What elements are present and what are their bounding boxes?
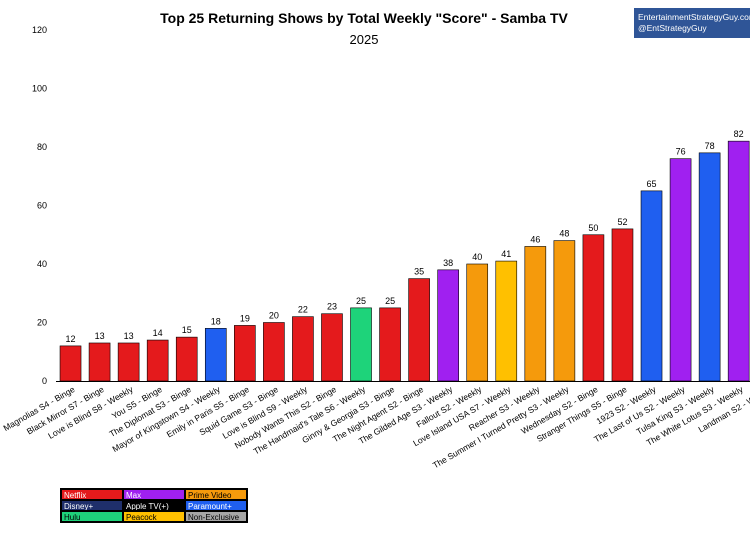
bar — [88, 342, 111, 382]
bar — [698, 152, 721, 382]
bar-value-label: 18 — [211, 316, 221, 326]
bar-value-label: 38 — [443, 258, 453, 268]
bar — [524, 246, 547, 382]
y-tick-label: 120 — [32, 25, 47, 35]
bar-value-label: 14 — [153, 328, 163, 338]
credit-box: EntertainmentStrategyGuy.com @EntStrateg… — [634, 8, 750, 38]
y-tick-label: 60 — [37, 201, 47, 211]
y-tick-label: 20 — [37, 318, 47, 328]
bar-value-label: 65 — [647, 179, 657, 189]
bar-value-label: 41 — [501, 249, 511, 259]
bar-value-label: 50 — [588, 223, 598, 233]
bar-value-label: 19 — [240, 313, 250, 323]
bar — [263, 322, 285, 382]
value-labels-group: 12 13 13 14 15 18 19 20 22 23 25 25 35 38 40 41 46 48 50 52… — [66, 129, 744, 344]
bar — [437, 269, 459, 382]
y-tick-label: 80 — [37, 142, 47, 152]
bar — [234, 325, 256, 382]
legend-item-hulu: Hulu — [61, 511, 123, 522]
bar-value-label: 48 — [559, 229, 569, 239]
credit-handle: @EntStrategyGuy — [638, 23, 707, 33]
legend-item-disney: Disney+ — [61, 500, 123, 511]
bar-value-label: 25 — [385, 296, 395, 306]
bars-group — [59, 140, 750, 382]
bar-value-label: 46 — [530, 234, 540, 244]
legend-item-nonexclusive: Non-Exclusive — [185, 511, 247, 522]
bar — [466, 263, 489, 382]
bar-value-label: 13 — [95, 331, 105, 341]
chart-title: Top 25 Returning Shows by Total Weekly "… — [160, 10, 568, 26]
bar-value-label: 40 — [472, 252, 482, 262]
bar — [59, 345, 82, 382]
y-tick-label: 40 — [37, 259, 47, 269]
bar-value-label: 15 — [182, 325, 192, 335]
bar — [408, 278, 430, 382]
bar — [669, 158, 692, 382]
bar — [611, 228, 634, 382]
bar — [727, 140, 750, 382]
bar-value-label: 78 — [705, 141, 715, 151]
bar — [292, 316, 314, 382]
legend-item-prime: Prime Video — [185, 489, 247, 500]
bar-value-label: 13 — [124, 331, 134, 341]
y-axis: 0 20 40 60 80 100 120 — [32, 25, 47, 386]
bar — [495, 260, 518, 382]
bar-value-label: 52 — [617, 217, 627, 227]
bar — [379, 307, 401, 382]
bar-value-label: 12 — [66, 334, 76, 344]
bar — [321, 313, 343, 382]
bar — [146, 339, 169, 382]
bar-value-label: 82 — [734, 129, 744, 139]
legend-item-netflix: Netflix — [61, 489, 123, 500]
y-tick-label: 100 — [32, 84, 47, 94]
legend-item-peacock: Peacock — [123, 511, 185, 522]
bar-value-label: 76 — [676, 147, 686, 157]
bar — [553, 240, 576, 382]
credit-website: EntertainmentStrategyGuy.com — [638, 12, 750, 22]
bar-value-label: 35 — [414, 267, 424, 277]
bar — [175, 336, 198, 382]
bar — [640, 190, 663, 382]
legend: Netflix Max Prime Video Disney+ Apple TV(+) P… — [60, 488, 248, 523]
bar — [117, 342, 140, 382]
bar-value-label: 23 — [327, 302, 337, 312]
y-tick-label: 0 — [42, 376, 47, 386]
bar — [582, 234, 605, 382]
bar-value-label: 25 — [356, 296, 366, 306]
bar-value-label: 20 — [269, 311, 279, 321]
bar — [204, 328, 227, 382]
bar — [350, 307, 372, 382]
legend-item-max: Max — [123, 489, 185, 500]
chart-subtitle: 2025 — [350, 32, 379, 47]
bar-value-label: 22 — [298, 305, 308, 315]
legend-item-paramount: Paramount+ — [185, 500, 247, 511]
legend-item-apple: Apple TV(+) — [123, 500, 185, 511]
